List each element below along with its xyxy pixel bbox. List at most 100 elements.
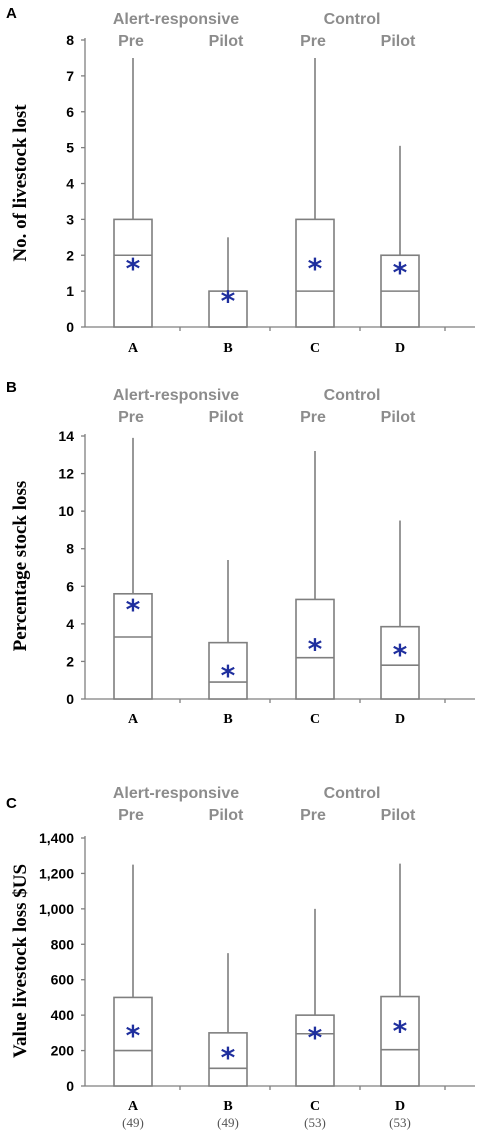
mean-marker: * — [221, 1041, 236, 1074]
x-tick-label: B — [223, 341, 232, 356]
box-plot-b: * — [208, 237, 248, 328]
x-tick-label: B — [223, 1099, 232, 1114]
y-tick-label: 14 — [58, 428, 74, 444]
box — [113, 592, 153, 700]
y-axis-label: No. of livestock lost — [10, 104, 31, 262]
condition-label: Pilot — [381, 409, 416, 426]
y-tick-label: 3 — [66, 211, 74, 227]
mean-marker: * — [221, 659, 236, 692]
x-tick-label: C — [310, 712, 320, 727]
panel-letter: A — [6, 5, 17, 22]
y-tick-label: 2 — [66, 653, 74, 669]
y-tick-label: 8 — [66, 541, 74, 557]
box-plot-c: * — [295, 908, 335, 1087]
x-tick-label: A — [128, 712, 139, 727]
condition-label: Pilot — [209, 33, 244, 50]
condition-label: Pilot — [381, 33, 416, 50]
box — [295, 218, 335, 328]
sample-size-label: (53) — [389, 1115, 411, 1130]
box-plot-c: * — [295, 451, 335, 700]
mean-marker: * — [221, 285, 236, 318]
box — [208, 290, 248, 328]
condition-label: Pre — [118, 409, 144, 426]
x-tick-label: A — [128, 341, 139, 356]
x-tick-label: D — [395, 341, 405, 356]
x-tick-label: D — [395, 1099, 405, 1114]
box-plot-a: * — [113, 864, 153, 1087]
y-tick-label: 0 — [66, 319, 74, 335]
y-tick-label: 6 — [66, 578, 74, 594]
box-plot-d: * — [380, 520, 420, 700]
mean-marker: * — [393, 638, 408, 671]
group-label: Control — [324, 387, 381, 404]
y-tick-label: 200 — [51, 1043, 75, 1059]
y-tick-label: 1,200 — [39, 865, 74, 881]
x-tick-label: B — [223, 712, 232, 727]
panel-letter: B — [6, 379, 17, 396]
condition-label: Pilot — [209, 807, 244, 824]
chart-panel-b: B Alert-responsive Control Pre Pilot Pre Pilot… — [6, 379, 475, 727]
condition-label: Pilot — [381, 807, 416, 824]
box-plot-b: * — [208, 953, 248, 1087]
y-tick-label: 7 — [66, 68, 74, 84]
box-plot-b: * — [208, 559, 248, 700]
box-plot-d: * — [380, 145, 420, 328]
y-tick-label: 1,400 — [39, 830, 74, 846]
mean-marker: * — [126, 252, 141, 285]
y-tick-label: 2 — [66, 247, 74, 263]
box — [380, 625, 420, 700]
chart-panel-c: C Alert-responsive Control Pre Pilot Pre Pilot… — [6, 785, 475, 1130]
condition-label: Pre — [300, 807, 326, 824]
box — [295, 1014, 335, 1087]
y-tick-label: 6 — [66, 104, 74, 120]
box — [208, 641, 248, 700]
group-label: Alert-responsive — [113, 785, 239, 802]
condition-label: Pre — [118, 807, 144, 824]
group-label: Alert-responsive — [113, 11, 239, 28]
mean-marker: * — [393, 1015, 408, 1048]
y-tick-label: 4 — [66, 176, 74, 192]
box — [380, 995, 420, 1087]
y-tick-label: 10 — [58, 503, 74, 519]
panel-letter: C — [6, 795, 17, 812]
condition-label: Pre — [300, 33, 326, 50]
x-tick-label: A — [128, 1099, 139, 1114]
group-label: Control — [324, 11, 381, 28]
x-tick-label: D — [395, 712, 405, 727]
y-axis-label: Percentage stock loss — [10, 481, 31, 652]
box — [208, 1032, 248, 1087]
x-tick-label: C — [310, 341, 320, 356]
sample-size-label: (49) — [217, 1115, 239, 1130]
y-tick-label: 0 — [66, 1078, 74, 1094]
mean-marker: * — [126, 1019, 141, 1052]
box-plot-c: * — [295, 57, 335, 328]
y-tick-label: 0 — [66, 691, 74, 707]
box-plot-a: * — [113, 57, 153, 328]
mean-marker: * — [393, 256, 408, 289]
y-tick-label: 400 — [51, 1007, 75, 1023]
chart-panel-a: A Alert-responsive Control Pre Pilot Pre Pilot… — [6, 5, 475, 356]
y-tick-label: 4 — [66, 616, 74, 632]
x-tick-label: C — [310, 1099, 320, 1114]
condition-label: Pre — [300, 409, 326, 426]
condition-label: Pilot — [209, 409, 244, 426]
box — [113, 218, 153, 328]
y-tick-label: 1 — [66, 283, 74, 299]
box-plot-a: * — [113, 437, 153, 700]
y-tick-label: 12 — [58, 466, 74, 482]
y-tick-label: 800 — [51, 936, 75, 952]
mean-marker: * — [126, 593, 141, 626]
group-label: Control — [324, 785, 381, 802]
sample-size-label: (49) — [122, 1115, 144, 1130]
y-tick-label: 600 — [51, 972, 75, 988]
condition-label: Pre — [118, 33, 144, 50]
y-tick-label: 5 — [66, 140, 74, 156]
mean-marker: * — [308, 252, 323, 285]
box-plot-d: * — [380, 863, 420, 1087]
box — [295, 598, 335, 700]
mean-marker: * — [308, 633, 323, 666]
sample-size-label: (53) — [304, 1115, 326, 1130]
y-tick-label: 1,000 — [39, 901, 74, 917]
group-label: Alert-responsive — [113, 387, 239, 404]
